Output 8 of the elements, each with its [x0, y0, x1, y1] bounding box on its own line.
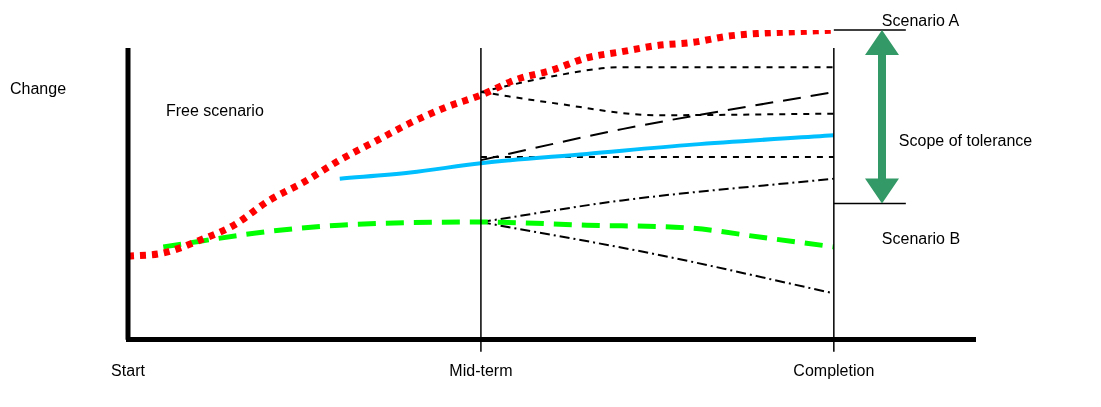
y-axis-title: Change — [10, 80, 67, 98]
x-tick-label: Mid-term — [449, 361, 513, 379]
x-tick-label: Completion — [793, 361, 875, 379]
ref-line-label: Scenario A — [881, 12, 960, 30]
annotation: Scope of tolerance — [898, 132, 1033, 150]
annotation: Free scenario — [166, 102, 264, 120]
x-tick-label: Start — [111, 361, 146, 379]
ref-line-label: Scenario B — [881, 229, 961, 247]
